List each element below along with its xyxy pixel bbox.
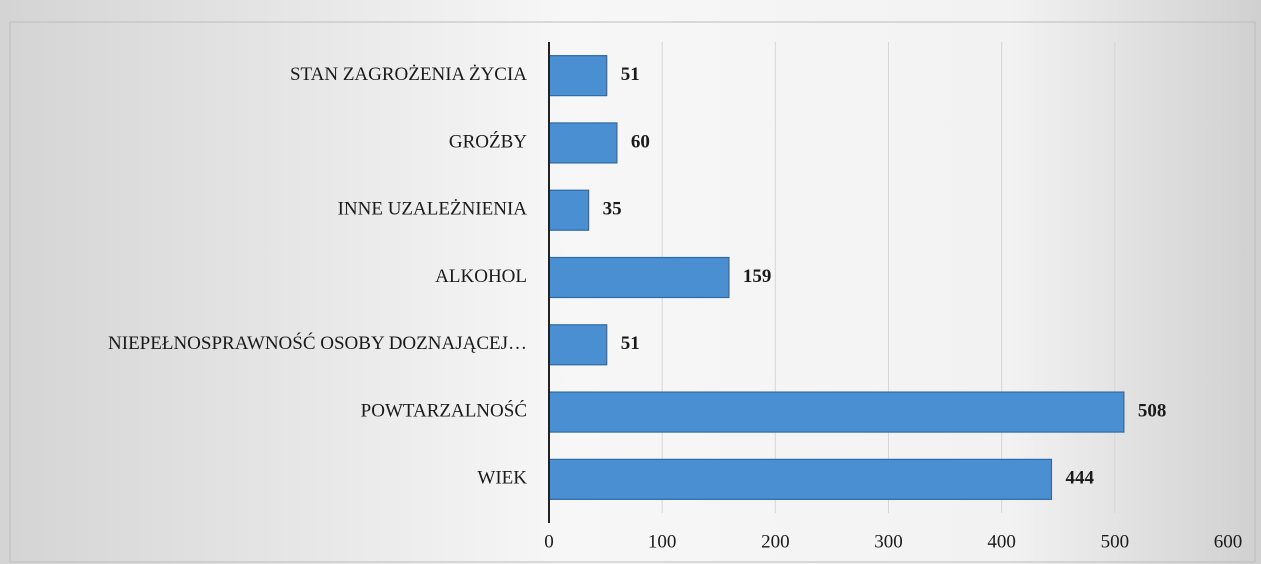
y-tick-label: ALKOHOL [435, 266, 527, 287]
bar [548, 458, 1053, 500]
data-label: 508 [1138, 400, 1167, 421]
bar [548, 256, 730, 299]
x-tick-label: 0 [544, 531, 554, 552]
x-tick-label: 500 [1101, 531, 1130, 552]
bar [548, 55, 608, 97]
y-tick-label: STAN ZAGROŻENIA ŻYCIA [290, 64, 527, 85]
data-label: 35 [603, 199, 622, 220]
y-tick-label: INNE UZALEŻNIENIA [338, 199, 528, 220]
x-tick-label: 200 [761, 531, 790, 552]
y-tick-label: WIEK [477, 468, 527, 489]
chart-frame [9, 21, 1256, 563]
x-tick-label: 600 [1214, 531, 1243, 552]
data-label: 159 [743, 266, 772, 287]
x-tick-label: 100 [648, 531, 677, 552]
bar [548, 324, 608, 366]
x-tick-label: 400 [987, 531, 1016, 552]
bar [548, 391, 1125, 433]
bar [548, 122, 618, 164]
data-label: 51 [621, 64, 640, 85]
bar [548, 189, 590, 231]
data-label: 444 [1065, 468, 1094, 489]
data-label: 60 [631, 131, 650, 152]
y-tick-label: POWTARZALNOŚĆ [361, 399, 527, 421]
data-label: 51 [621, 333, 640, 354]
y-tick-label: GROŹBY [449, 130, 527, 152]
y-tick-label: NIEPEŁNOSPRAWNOŚĆ OSOBY DOZNAJĄCEJ… [108, 332, 527, 354]
x-tick-label: 300 [874, 531, 903, 552]
